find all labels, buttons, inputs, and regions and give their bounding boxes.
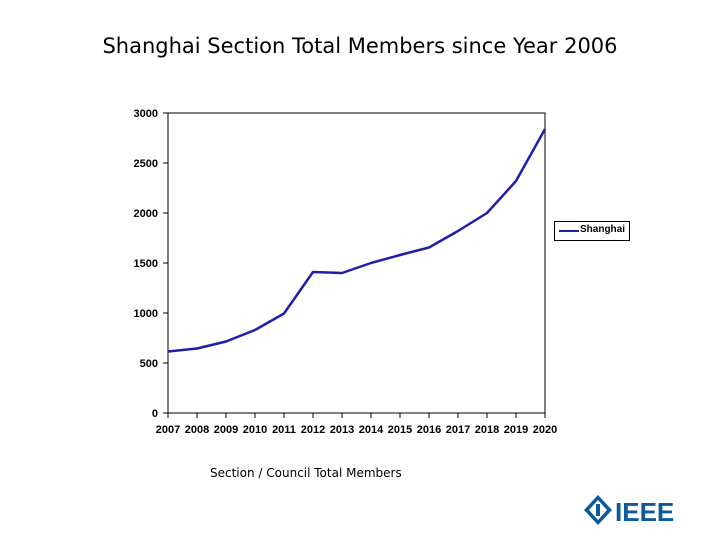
x-tick-label: 2014 — [359, 424, 384, 436]
x-tick-label: 2010 — [243, 424, 267, 436]
x-tick-label: 2009 — [214, 424, 238, 436]
chart-caption: Section / Council Total Members — [210, 466, 402, 480]
legend-swatch — [559, 230, 579, 232]
x-tick-label: 2019 — [504, 424, 528, 436]
x-tick-label: 2007 — [156, 424, 180, 436]
y-tick-label: 2500 — [134, 158, 158, 170]
x-tick-label: 2008 — [185, 424, 209, 436]
y-tick-label: 0 — [152, 408, 158, 420]
legend-label: Shanghai — [580, 224, 626, 235]
y-tick-label: 3000 — [134, 108, 158, 120]
legend: Shanghai — [554, 221, 630, 241]
x-tick-label: 2013 — [330, 424, 354, 436]
x-tick-label: 2011 — [272, 424, 296, 436]
x-tick-label: 2016 — [417, 424, 441, 436]
ieee-logo: IEEE — [584, 495, 674, 527]
slide-title: Shanghai Section Total Members since Yea… — [102, 34, 618, 58]
series-layer — [167, 128, 547, 353]
x-tick-label: 2020 — [533, 424, 557, 436]
y-tick-label: 2000 — [134, 208, 158, 220]
series-line-shanghai — [167, 128, 547, 353]
x-tick-label: 2012 — [301, 424, 325, 436]
x-axis: 2007 2008 2009 2010 2011 2012 2013 2014 2015 2016… — [156, 413, 557, 436]
x-tick-label: 2018 — [475, 424, 499, 436]
y-tick-label: 500 — [140, 358, 158, 370]
y-tick-label: 1000 — [134, 308, 158, 320]
ieee-wordmark: IEEE — [615, 497, 674, 527]
x-tick-label: 2015 — [388, 424, 412, 436]
y-tick-label: 1500 — [134, 258, 158, 270]
x-tick-label: 2017 — [446, 424, 470, 436]
y-axis: 0 500 1000 1500 2000 2500 3000 — [134, 108, 168, 420]
plot-area — [167, 112, 546, 414]
